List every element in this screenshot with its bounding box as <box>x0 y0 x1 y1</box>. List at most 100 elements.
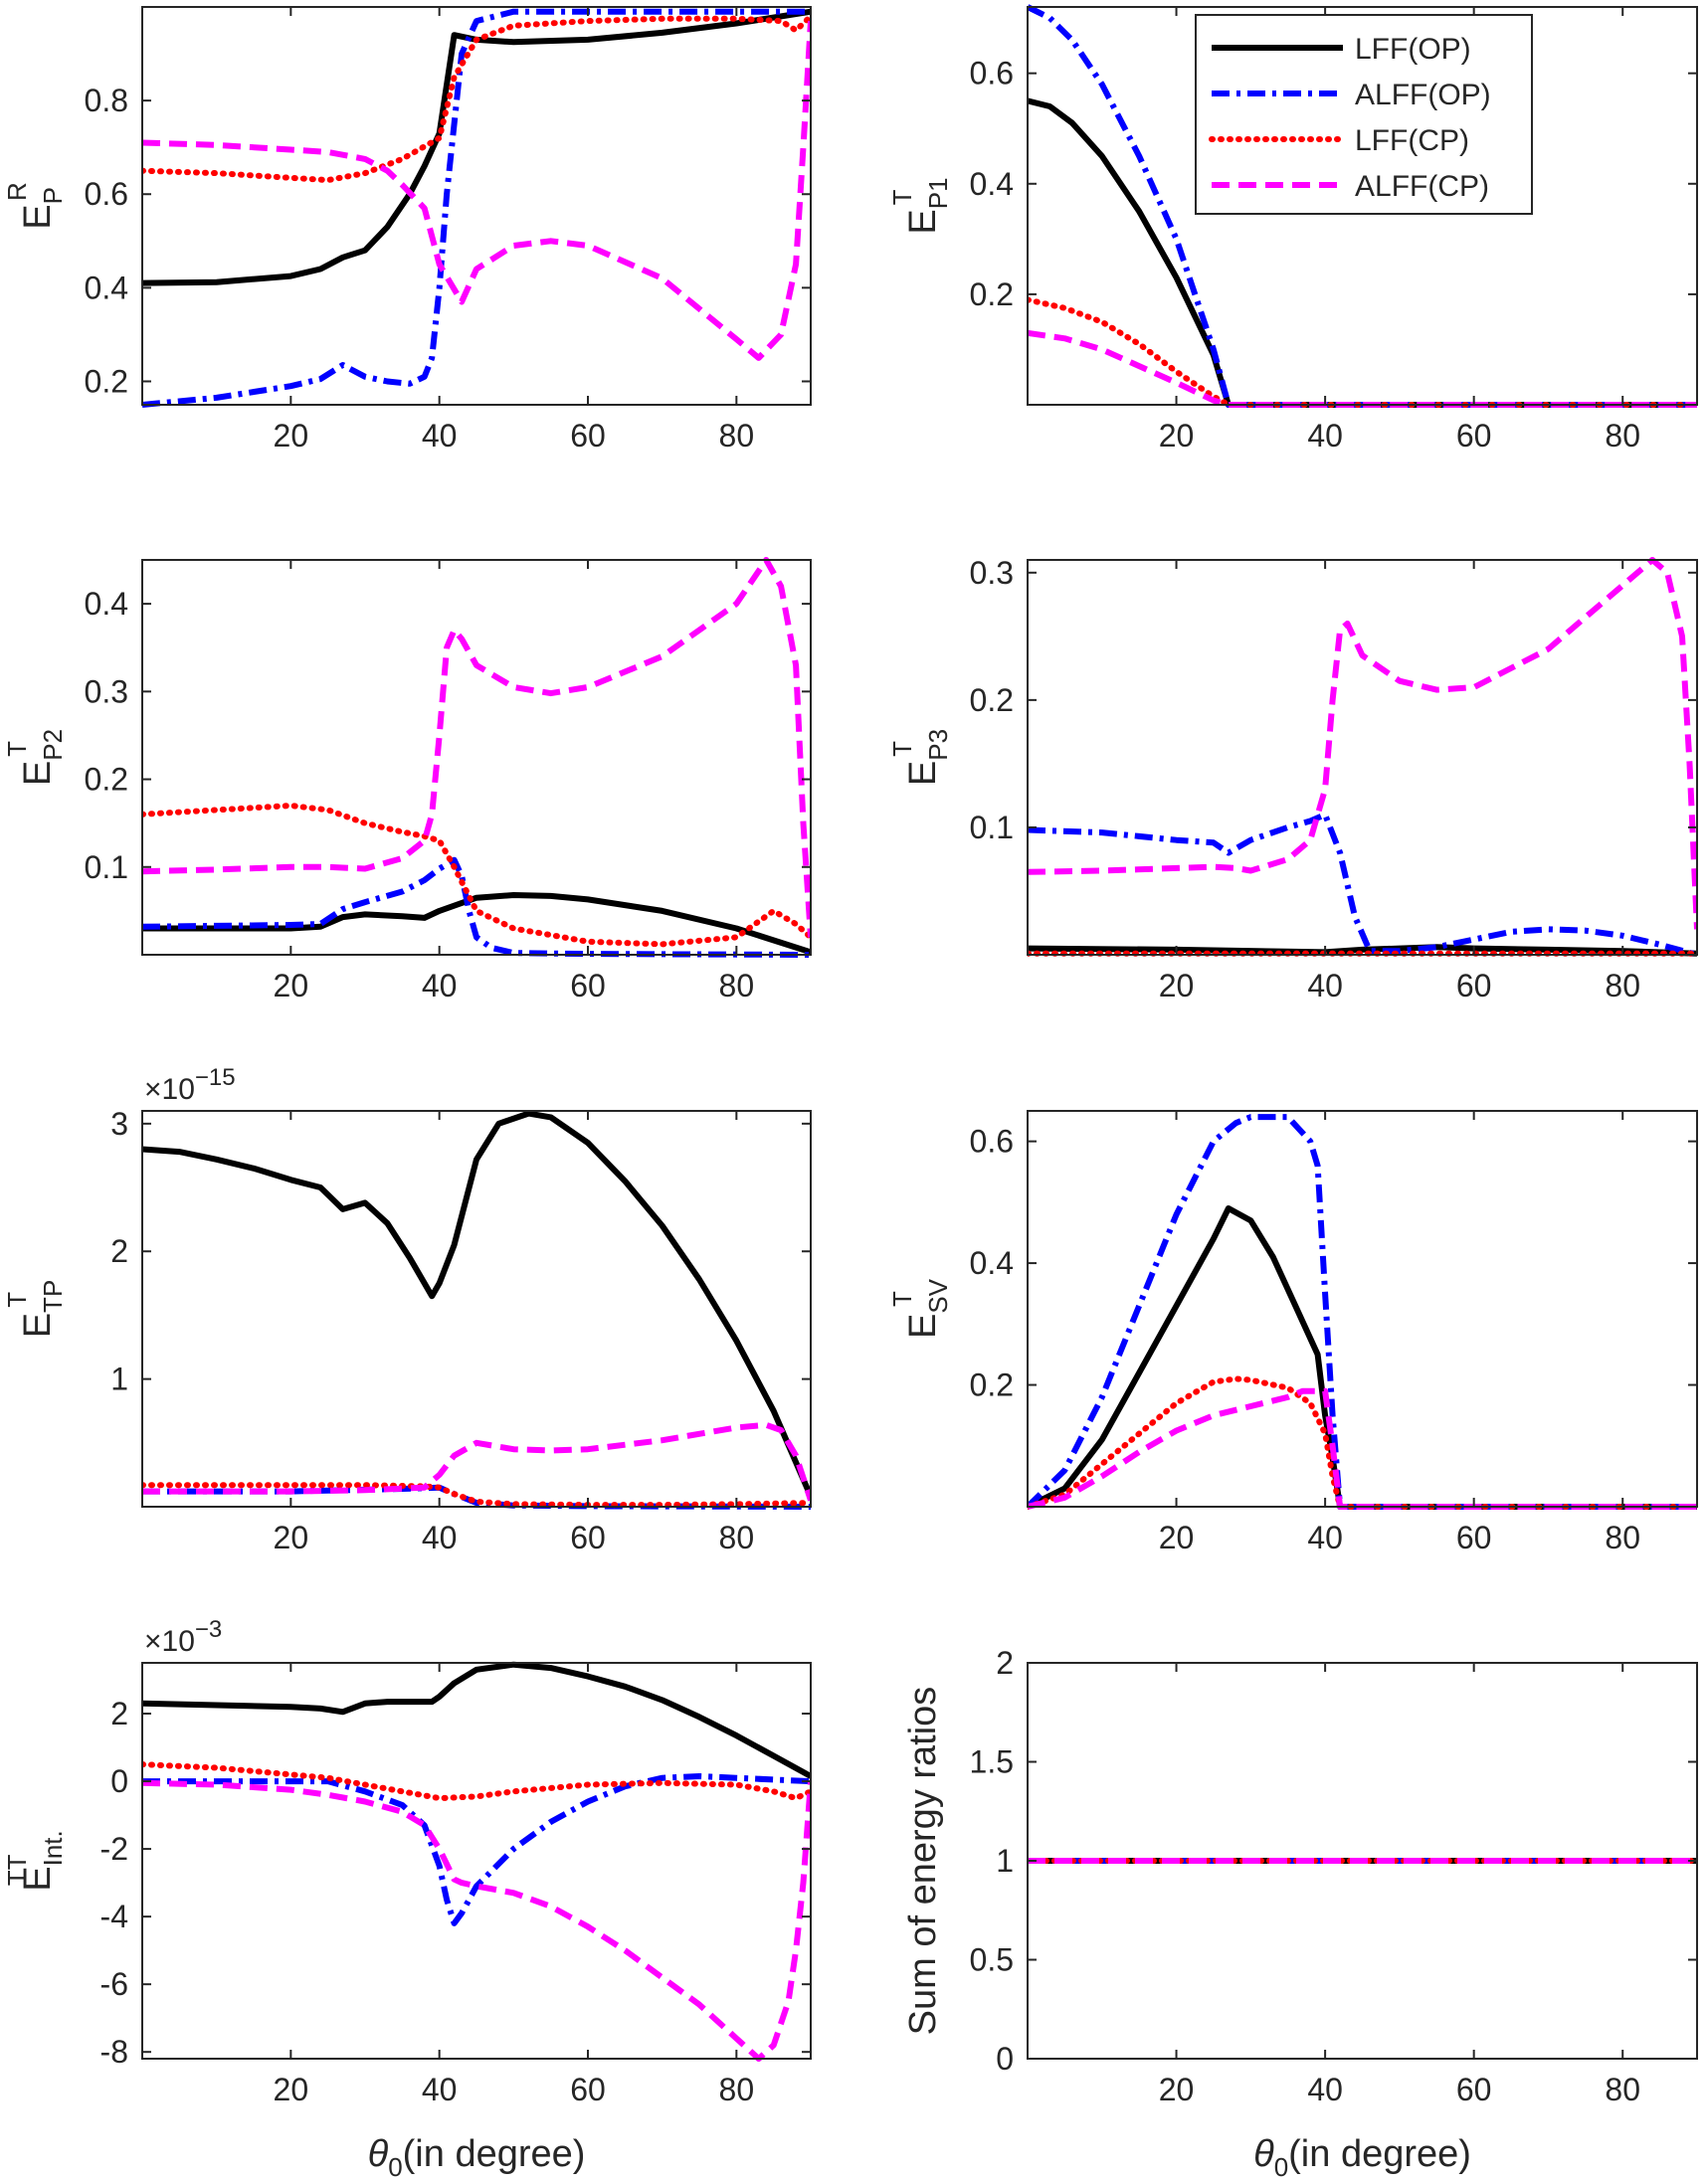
plot-area <box>142 560 811 955</box>
y-tick-label: 0.3 <box>85 673 128 709</box>
axis-exponent-label: ×10−3 <box>144 1616 222 1658</box>
y-tick-label: 0.2 <box>970 276 1014 312</box>
series-line-lff-cp <box>142 803 811 948</box>
legend-label: LFF(CP) <box>1355 124 1469 157</box>
x-tick-label: 60 <box>570 418 606 454</box>
series-line-alff-op <box>142 856 811 958</box>
y-tick-label: 0.2 <box>85 762 128 798</box>
x-tick-label: 20 <box>274 968 309 1003</box>
x-tick-label: 20 <box>274 1520 309 1555</box>
axes-frame <box>141 1110 812 1508</box>
legend-label: ALFF(OP) <box>1355 79 1491 111</box>
y-tick-label: 0.6 <box>970 56 1014 91</box>
y-tick-label: 0.2 <box>970 1367 1014 1403</box>
y-tick-label: -8 <box>100 2034 128 2070</box>
y-tick-label: 0.4 <box>970 166 1014 202</box>
x-tick-label: 20 <box>1159 418 1195 454</box>
x-tick-label: 80 <box>719 968 755 1003</box>
y-tick-label: 1 <box>110 1362 128 1397</box>
y-tick-label: -2 <box>100 1831 128 1867</box>
series-line-lff-op <box>142 892 811 956</box>
series-line-lff-cp <box>1028 296 1697 408</box>
x-tick-label: 80 <box>719 418 755 454</box>
y-tick-label: 0.5 <box>970 1942 1014 1978</box>
x-tick-label: 60 <box>1456 2072 1492 2107</box>
legend-label: ALFF(CP) <box>1355 170 1489 203</box>
axes-frame <box>1027 1110 1698 1508</box>
x-tick-label: 40 <box>422 2072 458 2107</box>
panel-EP_R: 20 40 60 80 0.2 0.4 0.6 0.8 EPR <box>2 6 812 454</box>
series-line-lff-op <box>142 1661 811 1779</box>
x-tick-label: 60 <box>570 968 606 1003</box>
series-line-alff-op <box>142 1773 811 1926</box>
series-line-alff-cp <box>142 20 811 361</box>
x-tick-label: 60 <box>1456 418 1492 454</box>
panel-EP3_T: 20 40 60 80 0.1 0.2 0.3 EP3T <box>887 555 1698 1003</box>
plot-area <box>142 7 811 405</box>
series-line-alff-op <box>1028 4 1697 408</box>
y-tick-label: 0 <box>996 2041 1014 2077</box>
x-tick-label: 20 <box>1159 968 1195 1003</box>
y-tick-label: 0.1 <box>970 810 1014 845</box>
x-tick-label: 40 <box>1307 418 1343 454</box>
y-tick-label: 0.6 <box>970 1124 1014 1160</box>
x-tick-label: 80 <box>1605 2072 1640 2107</box>
x-tick-label: 40 <box>422 418 458 454</box>
panel-ESV_T: 20 40 60 80 0.2 0.4 0.6 ESVT <box>887 1110 1698 1555</box>
panel-EInt_TT: 20 40 60 80 -8 -6 -4 -2 0 2 ×10−3 EInt.TT θ0(in degr… <box>2 1616 812 2182</box>
y-tick-label: 0.4 <box>85 586 128 622</box>
series-line-alff-cp <box>1028 329 1697 408</box>
series-line-alff-op <box>142 8 811 408</box>
x-tick-label: 20 <box>1159 2072 1195 2107</box>
y-axis-label: Sum of energy ratios <box>902 1687 944 2036</box>
y-tick-label: -6 <box>100 1966 128 2002</box>
plot-area <box>142 1663 811 2059</box>
y-tick-label: 0.3 <box>970 555 1014 591</box>
y-tick-label: 0.8 <box>85 83 128 118</box>
series-line-lff-cp <box>142 1482 811 1509</box>
x-tick-label: 80 <box>1605 418 1640 454</box>
y-tick-label: 1 <box>996 1843 1014 1879</box>
y-tick-label: 3 <box>110 1106 128 1142</box>
axes-frame <box>1027 6 1698 406</box>
x-tick-label: 40 <box>1307 1520 1343 1555</box>
x-tick-label: 40 <box>1307 2072 1343 2107</box>
series-line-lff-op <box>142 1110 811 1498</box>
series-line-lff-cp <box>142 1761 811 1802</box>
y-tick-label: -4 <box>100 1899 128 1934</box>
legend-label: LFF(OP) <box>1355 33 1471 66</box>
x-tick-label: 40 <box>422 968 458 1003</box>
axis-exponent-label: ×10−15 <box>144 1064 236 1106</box>
axes-frame <box>141 559 812 956</box>
y-axis-label: EPR <box>2 182 68 229</box>
y-tick-label: 0.1 <box>85 849 128 885</box>
y-tick-label: 0.4 <box>85 270 128 305</box>
x-tick-label: 80 <box>719 1520 755 1555</box>
y-tick-label: 2 <box>996 1645 1014 1681</box>
x-tick-label: 20 <box>274 2072 309 2107</box>
axes-frame <box>141 1662 812 2060</box>
y-axis-label: EP3T <box>887 729 953 786</box>
axes-frame <box>141 6 812 406</box>
y-axis-label: EP2T <box>2 729 68 786</box>
series-line-alff-cp <box>142 1779 811 2062</box>
x-tick-label: 60 <box>1456 968 1492 1003</box>
y-tick-label: 2 <box>110 1233 128 1269</box>
panel-EP1_T: 20 40 60 80 0.2 0.4 0.6 EP1T LFF(OP) ALFF(OP) LFF(… <box>887 4 1698 454</box>
y-axis-label: ETPT <box>2 1280 68 1339</box>
y-tick-label: 0.6 <box>85 176 128 212</box>
series-line-alff-cp <box>1028 557 1697 930</box>
x-tick-label: 80 <box>1605 1520 1640 1555</box>
y-axis-label: ESVT <box>887 1278 953 1339</box>
series-line-alff-cp <box>1028 1387 1697 1510</box>
x-tick-label: 40 <box>1307 968 1343 1003</box>
x-tick-label: 20 <box>274 418 309 454</box>
panel-ETP_T: 20 40 60 80 1 2 3 ×10−15 ETPT <box>2 1064 812 1555</box>
series-line-lff-cp <box>142 13 811 184</box>
x-tick-label: 60 <box>570 1520 606 1555</box>
x-tick-label: 60 <box>570 2072 606 2107</box>
series-line-alff-cp <box>142 1421 811 1502</box>
panel-SumRatios: 20 40 60 80 0 0.5 1 1.5 2 Sum of energy ratios θ0(… <box>902 1645 1698 2182</box>
y-axis-label: EP1T <box>887 177 953 234</box>
y-tick-label: 2 <box>110 1696 128 1731</box>
